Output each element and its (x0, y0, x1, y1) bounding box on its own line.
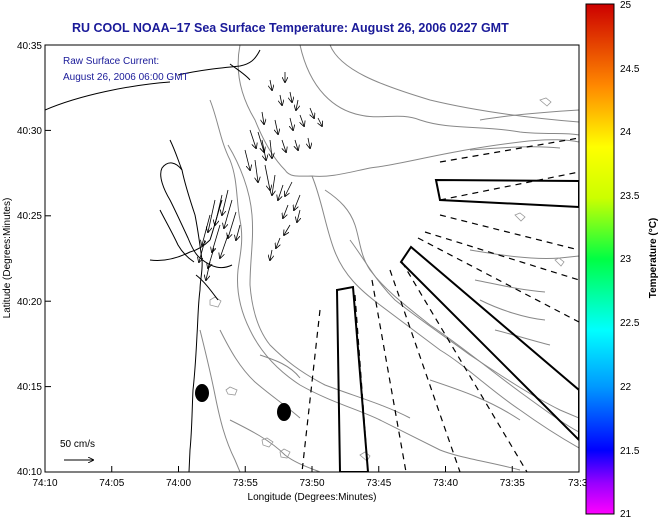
y-axis: 40:10 40:15 40:20 40:25 40:30 40:35 Lati… (2, 41, 42, 478)
surface-current-vectors (199, 72, 322, 280)
colorbar-tick-label: 23 (620, 254, 632, 265)
x-tick-label: 73:35 (500, 478, 525, 489)
y-axis-label: Latitude (Degrees:Minutes) (2, 198, 13, 319)
x-axis: 74:10 74:05 74:00 73:55 73:50 73:45 73:4… (32, 478, 587, 503)
y-tick-label: 40:10 (17, 467, 42, 478)
y-tick-label: 40:30 (17, 126, 42, 137)
coastline (45, 49, 261, 472)
colorbar-tick-label: 22.5 (620, 318, 640, 329)
colorbar-label: Temperature (°C) (648, 218, 659, 299)
x-tick-label: 74:05 (99, 478, 124, 489)
tick-marks (44, 44, 513, 472)
y-tick-label: 40:15 (17, 382, 42, 393)
colorbar-tick-label: 25 (620, 0, 632, 11)
inset-current-date: August 26, 2006 06:00 GMT (63, 72, 189, 83)
y-tick-label: 40:25 (17, 211, 42, 222)
colorbar-tick-label: 24 (620, 127, 632, 138)
x-tick-label: 74:10 (32, 478, 57, 489)
contour-patches (209, 97, 565, 462)
x-tick-label: 73:45 (366, 478, 391, 489)
x-axis-label: Longitude (Degrees:Minutes) (248, 492, 377, 503)
map-title: RU COOL NOAA–17 Sea Surface Temperature:… (72, 21, 509, 35)
colorbar-tick-label: 24.5 (620, 64, 640, 75)
colorbar-tick-label: 21 (620, 509, 632, 518)
station-markers (195, 384, 291, 421)
colorbar-tick-label: 21.5 (620, 446, 640, 457)
y-tick-label: 40:35 (17, 41, 42, 52)
x-tick-label: 74:00 (166, 478, 191, 489)
x-tick-label: 73:50 (299, 478, 324, 489)
colorbar-tick-label: 23.5 (620, 191, 640, 202)
x-tick-label: 73:55 (233, 478, 258, 489)
scale-label: 50 cm/s (60, 439, 95, 450)
y-tick-label: 40:20 (17, 297, 42, 308)
colorbar-tick-label: 22 (620, 382, 632, 393)
x-tick-label: 73:40 (433, 478, 458, 489)
bathymetry-contours (199, 45, 579, 472)
x-tick-label: 73:3 (568, 478, 588, 489)
inset-current-label: Raw Surface Current: (63, 56, 159, 67)
temperature-colorbar: 25 24.5 24 23.5 23 22.5 22 21.5 21 Tempe… (585, 0, 659, 518)
map-plot-area: Raw Surface Current: August 26, 2006 06:… (44, 44, 580, 473)
restricted-areas (335, 178, 579, 472)
